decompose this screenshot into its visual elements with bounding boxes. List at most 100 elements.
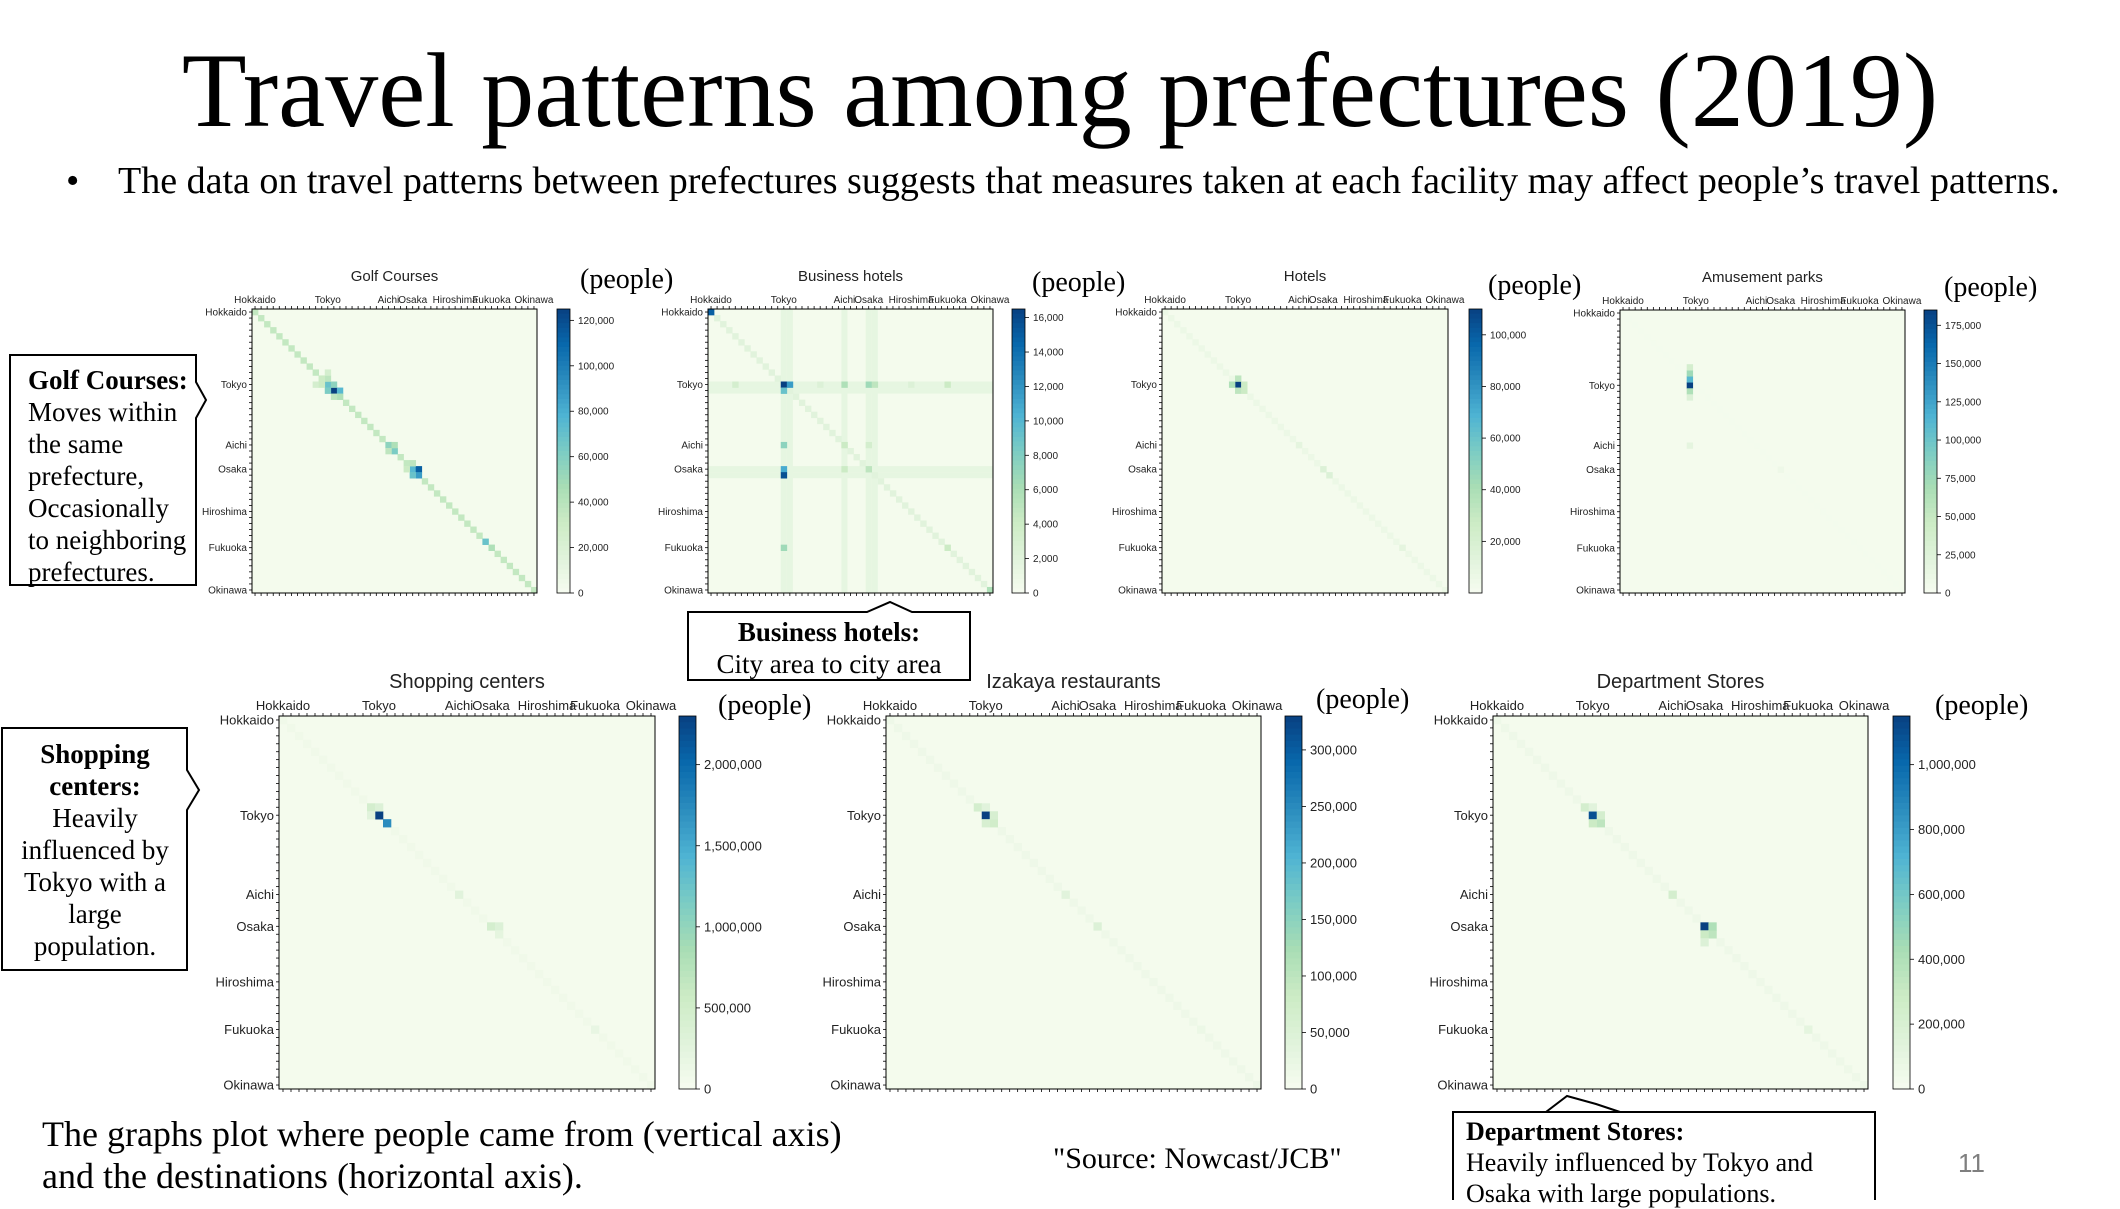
colorbar-segment [557,432,570,438]
heatmap-diagonal-cell [1174,321,1181,328]
x-tick-label: Osaka [1309,295,1338,306]
heatmap-title: Golf Courses [351,268,439,285]
colorbar-segment [679,1082,696,1090]
colorbar-segment [1469,588,1482,594]
hotels-callout-shape [687,600,971,681]
x-tick-label: Aichi [378,295,400,306]
dept-callout-line: Osaka with large populations. [1466,1179,1777,1208]
colorbar-segment [1285,977,1302,984]
heatmap-diagonal-cell [367,423,374,431]
golf-callout-line: prefectures. [28,557,155,587]
heatmap-cell [1686,382,1694,389]
colorbar-segment [1924,338,1937,344]
colorbar-segment [1285,728,1302,736]
colorbar-segment [557,422,570,428]
heatmap-diagonal-cell [423,858,432,868]
x-tick-label: Tokyo [362,698,396,713]
colorbar-segment [1012,432,1025,438]
heatmap-diagonal-cell [503,938,512,947]
colorbar-segment [1924,531,1937,537]
colorbar-segment [679,753,696,760]
heatmap-diagonal-cell [519,954,528,963]
colorbar-segment [557,536,570,542]
colorbar-tick-label: 12,000 [1033,382,1064,393]
heatmap-diagonal-cell [889,490,897,497]
colorbar-tick-label: 200,000 [1310,855,1357,870]
colorbar-segment [1924,357,1937,363]
colorbar-segment [1012,550,1025,556]
heatmap-diagonal-cell [1628,850,1637,860]
colorbar-segment [1469,460,1482,466]
heatmap-diagonal-cell [1812,1033,1821,1042]
colorbar-tick-label: 100,000 [1310,969,1357,984]
colorbar-segment [1924,545,1937,551]
heatmap-cell [981,819,991,828]
colorbar-segment [1285,784,1302,791]
colorbar-segment [557,356,570,362]
heatmap-cell [324,387,332,394]
golf-callout-shape [9,354,208,586]
heatmap-diagonal-cell [1832,520,1839,528]
y-tick-label: Tokyo [1454,808,1488,823]
colorbar-segment [557,313,570,319]
y-tick-label: Osaka [674,465,703,476]
x-tick-label: Osaka [398,295,427,306]
colorbar-segment [1012,512,1025,518]
heatmap-diagonal-cell [1626,316,1633,323]
heatmap-cell [973,803,983,812]
heatmap-cell [1777,466,1785,473]
colorbar-segment [1924,559,1937,566]
colorbar-segment [557,465,570,471]
colorbar-segment [1012,361,1025,367]
heatmap-diagonal-cell [335,771,344,780]
colorbar-tick-label: 2,000 [1033,554,1058,565]
heatmap-diagonal-cell [1698,388,1706,395]
colorbar-segment [679,902,696,910]
heatmap-diagonal-cell [1162,309,1169,316]
colorbar-segment [1924,522,1937,528]
heatmap-diagonal-cell [750,351,757,358]
colorbar-segment [557,441,570,447]
heatmap-diagonal-cell [415,850,424,860]
colorbar-segment [1469,559,1482,565]
heatmap-diagonal-cell [1684,906,1693,915]
colorbar-segment [1012,422,1025,428]
heatmap-cell [330,393,338,400]
golf-callout-line: prefecture, [28,461,145,491]
colorbar-segment [557,540,570,547]
heatmap-diagonal-cell [871,472,879,479]
colorbar-segment [1285,765,1302,773]
colorbar-segment [679,952,696,959]
colorbar-segment [1469,555,1482,561]
x-tick-label: Hiroshima [518,698,577,713]
heatmap-diagonal-cell [1862,550,1869,558]
colorbar-segment [1924,555,1937,561]
y-tick-label: Hokkaido [661,308,703,319]
heatmap-band-row [708,472,993,479]
colorbar-segment [679,728,696,736]
heatmap-diagonal-cell [583,1017,592,1026]
heatmap-diagonal-cell [1417,562,1424,570]
colorbar-segment [1285,722,1302,729]
x-tick-label: Osaka [1766,296,1795,307]
heatmap-diagonal-cell [883,484,891,491]
heatmap-cell [367,803,376,812]
colorbar-segment [1012,498,1025,504]
heatmap-diagonal-cell [1029,858,1038,868]
heatmap-diagonal-cell [1662,352,1669,359]
x-tick-label: Osaka [472,698,510,713]
heatmap-cell [495,922,504,931]
colorbar-segment [1893,827,1910,835]
source-note: "Source: Nowcast/JCB" [1053,1142,1342,1175]
heatmap-diagonal-cell [1796,1017,1805,1026]
heatmap-cell [865,441,873,449]
colorbar-segment [1012,536,1025,542]
colorbar-segment [1924,541,1937,547]
hotels-callout-heading: Business hotels: [737,617,921,647]
heatmap-diagonal-cell [511,946,520,955]
colorbar-segment [679,740,696,748]
colorbar-segment [1924,404,1937,410]
x-tick-label: Hiroshima [1124,698,1183,713]
heatmap-diagonal-cell [1753,442,1760,449]
